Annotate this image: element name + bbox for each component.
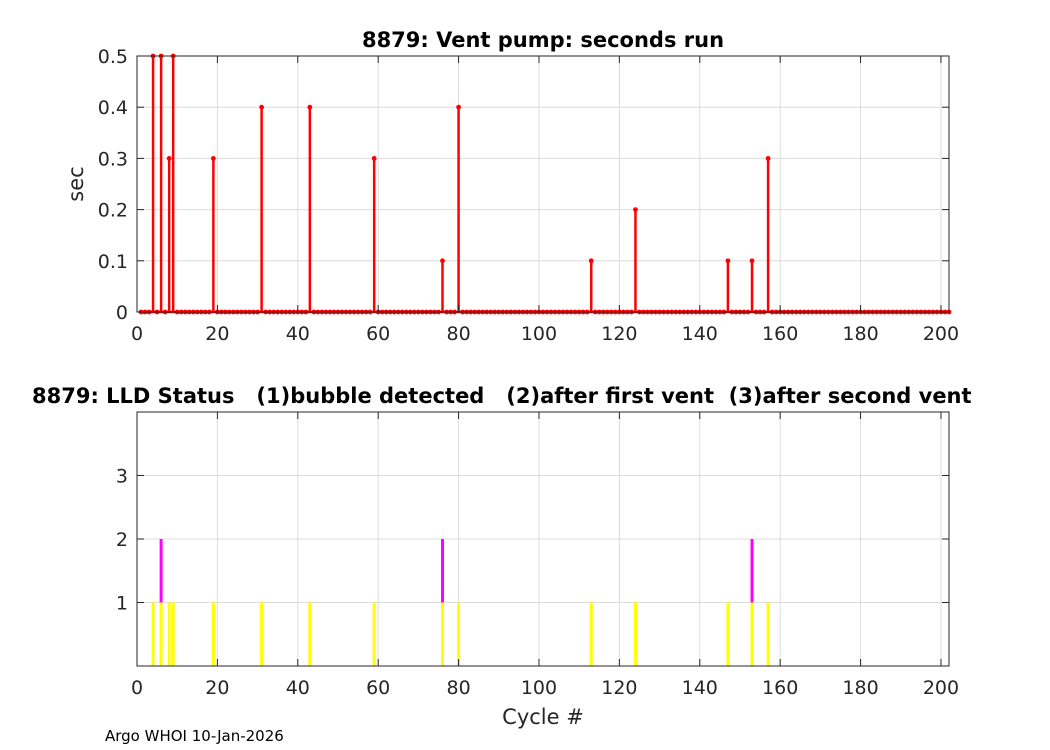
vent-pump-xtick-label: 40 <box>286 323 310 345</box>
vent-pump-point <box>456 104 461 110</box>
vent-pump-xtick-label: 60 <box>366 323 390 345</box>
lld-status-ytick-label: 1 <box>116 593 128 615</box>
vent-pump-chart-title: 8879: Vent pump: seconds run <box>362 28 724 52</box>
vent-pump-point <box>633 207 638 213</box>
lld-status-xtick-label: 100 <box>521 677 557 699</box>
vent-pump-point <box>371 156 377 161</box>
vent-pump-ytick-label: 0.2 <box>98 200 128 222</box>
vent-pump-xtick-label: 200 <box>923 323 959 345</box>
vent-pump-plot-area <box>137 56 949 312</box>
vent-pump-point <box>765 156 771 161</box>
vent-pump-point <box>588 258 594 264</box>
vent-pump-point <box>307 104 313 110</box>
lld-status-xtick-label: 0 <box>131 677 143 699</box>
lld-status-xtick-label: 120 <box>601 677 637 699</box>
vent-pump-point <box>749 258 755 264</box>
vent-pump-ytick-label: 0 <box>116 302 128 324</box>
vent-pump-point <box>259 104 265 110</box>
vent-pump-ytick-label: 0.1 <box>98 251 128 273</box>
lld-status-ytick-label: 2 <box>116 529 128 551</box>
vent-pump-xtick-label: 0 <box>131 323 143 345</box>
lld-status-xtick-label: 60 <box>366 677 390 699</box>
vent-pump-ylabel: sec <box>64 166 88 201</box>
vent-pump-xtick-label: 20 <box>205 323 229 345</box>
lld-status-ytick-label: 3 <box>116 466 128 488</box>
lld-status-xtick-label: 20 <box>205 677 229 699</box>
vent-pump-ytick-label: 0.4 <box>98 97 128 119</box>
vent-pump-ytick-label: 0.3 <box>98 148 128 170</box>
vent-pump-xtick-label: 140 <box>682 323 718 345</box>
vent-pump-xtick-label: 100 <box>521 323 557 345</box>
lld-status-xtick-label: 200 <box>923 677 959 699</box>
vent-pump-xtick-label: 160 <box>762 323 798 345</box>
lld-status-chart-title: 8879: LLD Status (1)bubble detected (2)a… <box>32 384 972 408</box>
lld-status-xtick-label: 80 <box>446 677 470 699</box>
vent-pump-plot-frame <box>136 55 950 313</box>
vent-pump-xtick-label: 120 <box>601 323 637 345</box>
vent-pump-ytick-label: 0.5 <box>98 46 128 68</box>
lld-status-xtick-label: 40 <box>286 677 310 699</box>
lld-status-xlabel: Cycle # <box>502 705 584 729</box>
lld-status-xtick-label: 180 <box>842 677 878 699</box>
vent-pump-point <box>210 156 216 161</box>
lld-status-xtick-label: 160 <box>762 677 798 699</box>
vent-pump-point <box>166 156 172 161</box>
lld-status-series <box>151 539 770 666</box>
footer-credit: Argo WHOI 10-Jan-2026 <box>105 727 284 745</box>
lld-status-chart: 8879: LLD Status (1)bubble detected (2)a… <box>32 384 972 729</box>
vent-pump-xtick-label: 80 <box>446 323 470 345</box>
vent-pump-chart: 8879: Vent pump: seconds run 0 20 40 60 80 10… <box>64 28 959 345</box>
vent-pump-xtick-label: 180 <box>842 323 878 345</box>
vent-pump-point <box>440 258 445 264</box>
vent-pump-point <box>725 258 731 264</box>
lld-status-xtick-label: 140 <box>682 677 718 699</box>
